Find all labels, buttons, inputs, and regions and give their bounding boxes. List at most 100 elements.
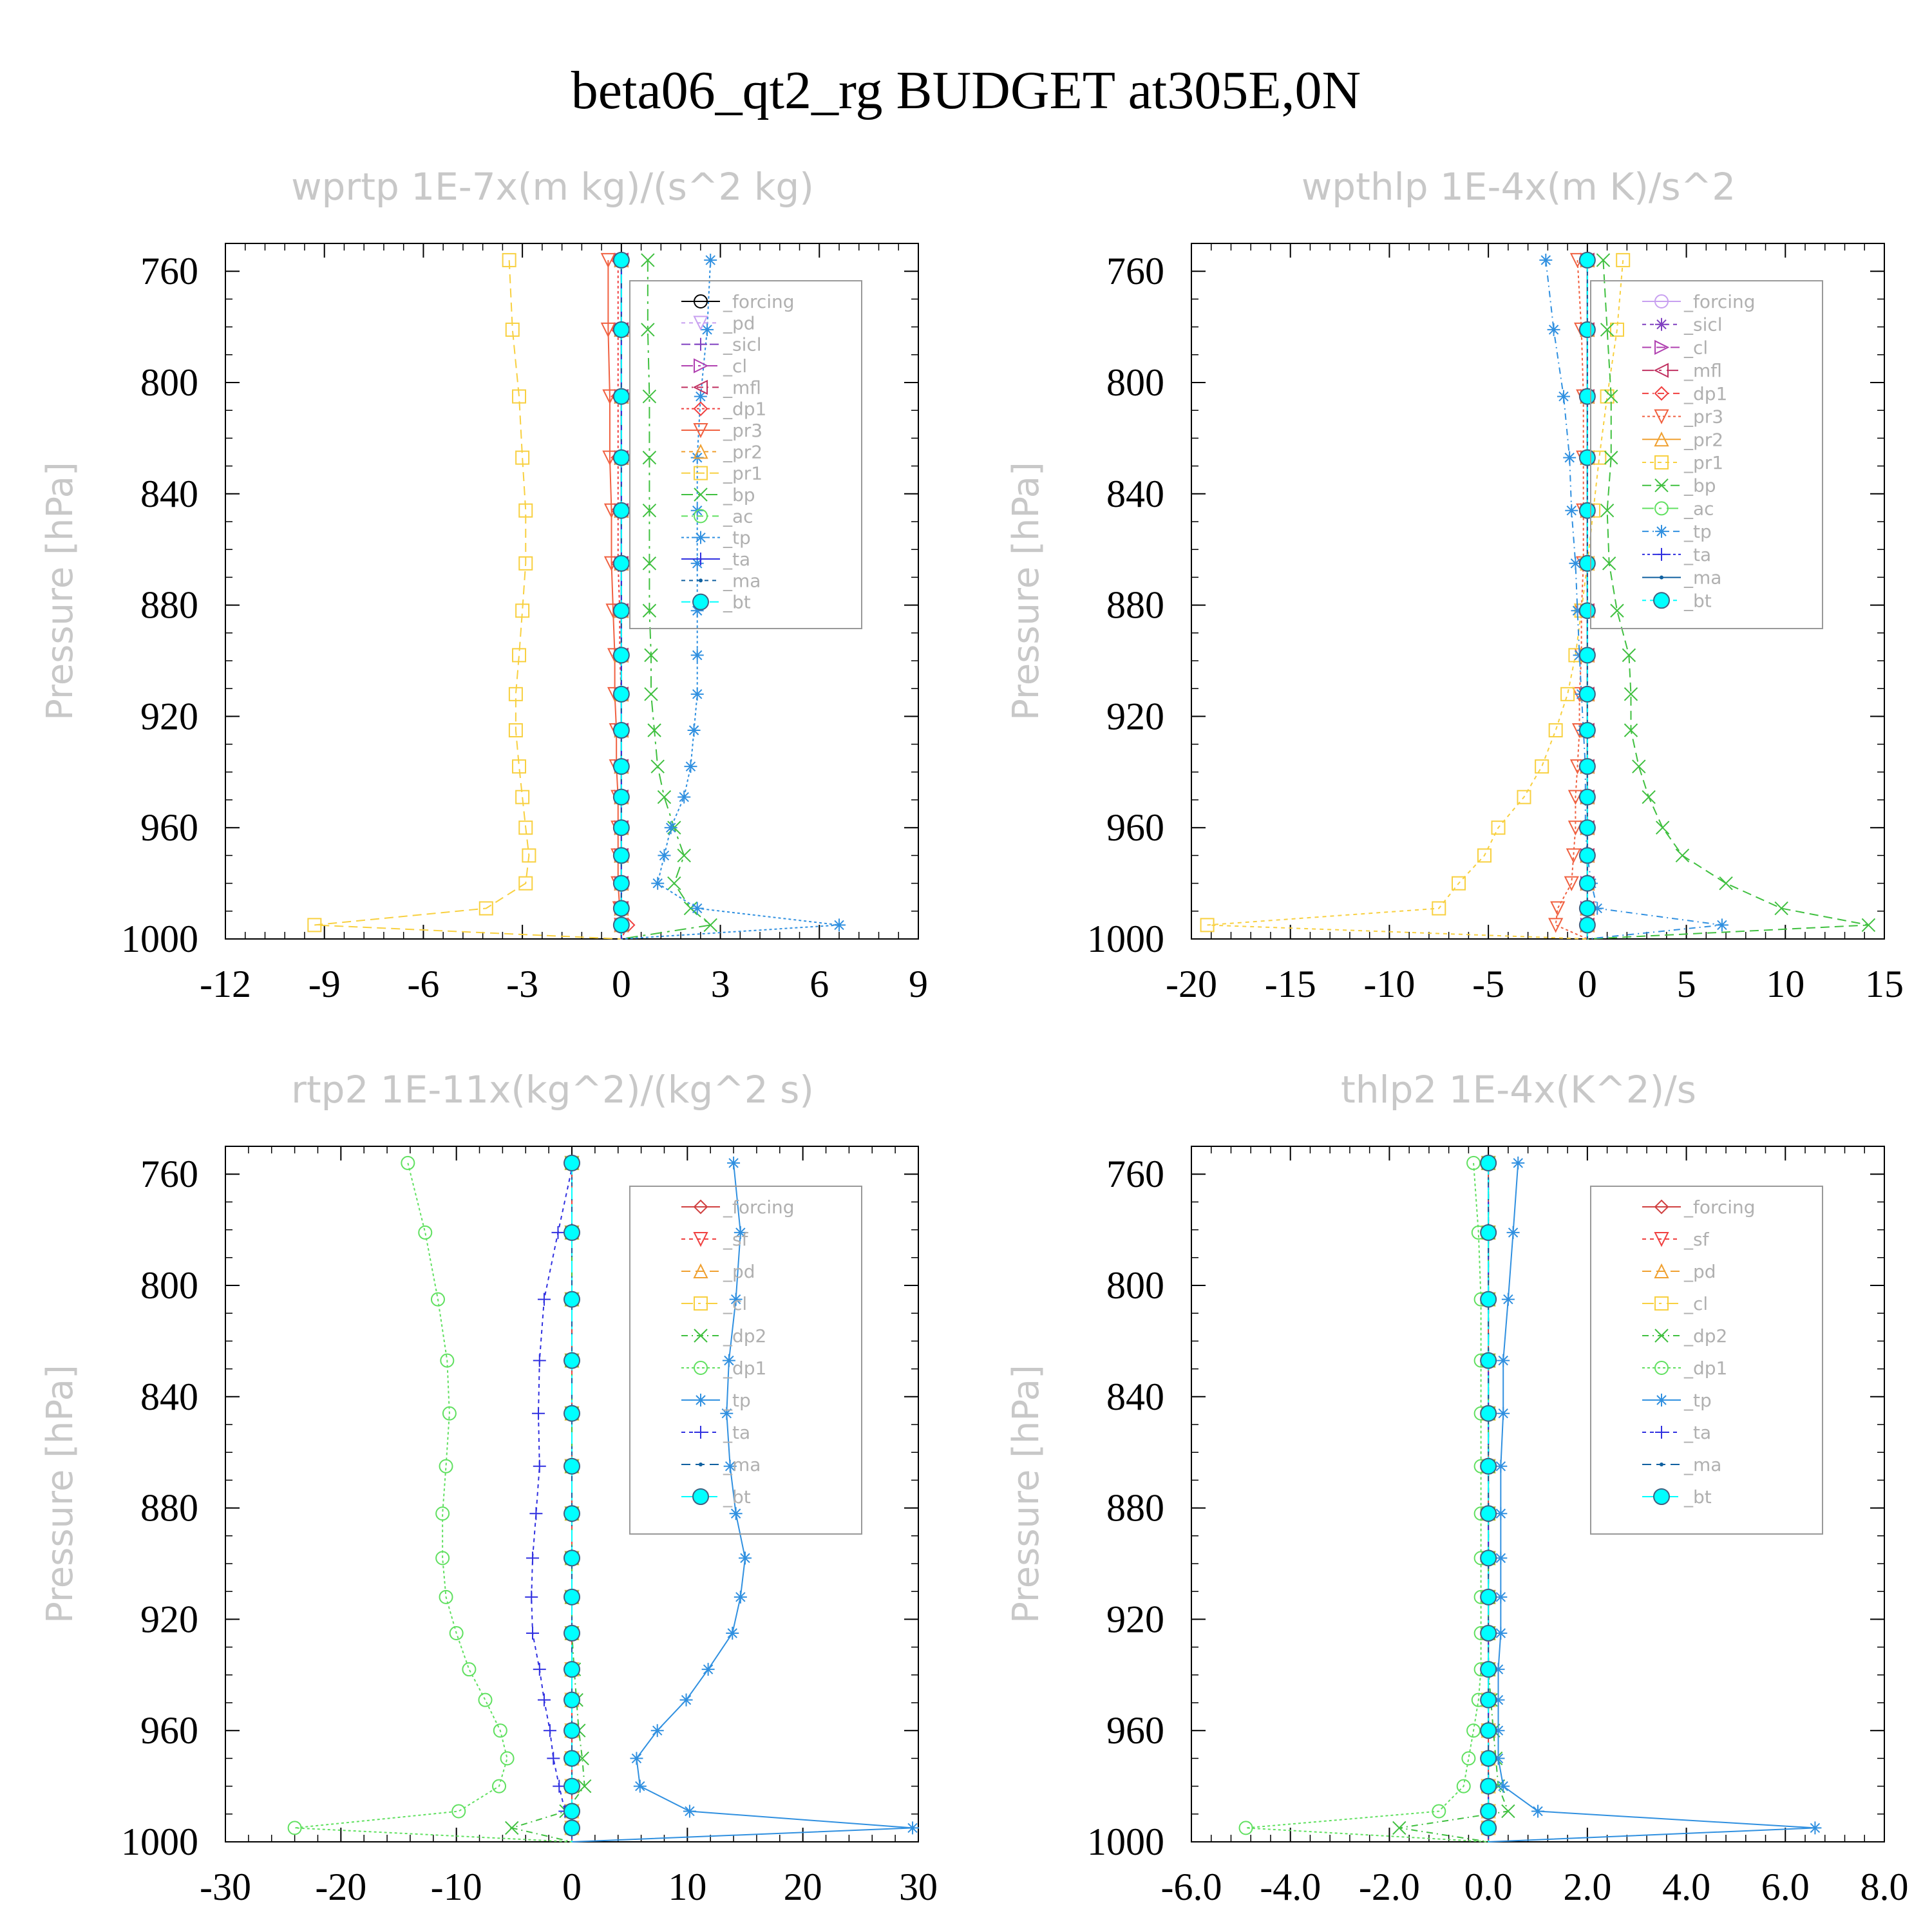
y-tick-label: 840 — [140, 1376, 198, 1418]
x-tick-label: 2.0 — [1563, 1866, 1611, 1908]
data-point-tp — [684, 760, 697, 773]
data-point-tp — [1565, 504, 1578, 517]
data-point-bt — [1578, 875, 1596, 892]
y-tick-label: 920 — [140, 695, 198, 737]
y-tick-label: 1000 — [1087, 918, 1164, 960]
data-point-tp — [679, 1693, 693, 1707]
data-point-dp1 — [449, 1626, 464, 1640]
legend-label: _bt — [723, 1486, 751, 1508]
data-point-pr1 — [515, 603, 530, 618]
plot-frame — [1191, 243, 1885, 940]
data-point-bt — [1578, 722, 1596, 739]
legend-label: _ta — [1683, 1422, 1711, 1443]
legend-box — [1590, 280, 1823, 629]
data-point-bt — [612, 449, 630, 466]
panel-3: rtp2 1E-11x(kg^2)/(kg^2 s) Pressure [hPa]… — [39, 1068, 938, 1908]
legend-label: _ma — [1683, 1454, 1721, 1475]
legend-marker — [1653, 363, 1669, 378]
y-tick-label: 960 — [140, 806, 198, 849]
legend-label: _ac — [1683, 498, 1714, 519]
data-point-bt — [1480, 1819, 1497, 1837]
legend-marker — [1655, 1394, 1668, 1406]
data-point-tp — [1492, 1724, 1505, 1738]
data-point-bp — [1861, 918, 1876, 933]
legend-marker — [1653, 1488, 1670, 1505]
panel-title: wprtp 1E-7x(m kg)/(s^2 kg) — [291, 165, 814, 209]
data-point-bp — [1602, 556, 1616, 571]
x-tick-label: 6 — [810, 963, 829, 1005]
data-point-pr1 — [518, 876, 533, 891]
data-point-ta — [531, 1406, 545, 1420]
data-point-dp1 — [435, 1551, 450, 1566]
legend-label: _tp — [723, 1390, 751, 1411]
data-point-pr1 — [1609, 322, 1624, 337]
legend-marker — [1654, 409, 1669, 424]
x-tick-label: 30 — [899, 1866, 938, 1908]
data-point-tp — [1492, 1693, 1505, 1707]
data-point-bt — [612, 251, 630, 269]
data-point-tp — [1494, 1507, 1508, 1520]
data-point-dp1 — [500, 1751, 515, 1766]
data-point-tp — [701, 323, 714, 336]
data-point-bt — [612, 685, 630, 703]
data-point-pr1 — [502, 252, 516, 267]
data-point-pr1 — [1560, 687, 1575, 701]
data-point-tp — [833, 918, 846, 932]
data-point-ta — [533, 1663, 546, 1676]
legend-marker — [1655, 1426, 1668, 1439]
legend-label: _ac — [723, 506, 753, 527]
y-tick-label: 880 — [140, 1487, 198, 1530]
legend-label: _tp — [1683, 1390, 1712, 1411]
x-tick-label: 4.0 — [1662, 1866, 1710, 1908]
x-tick-label: 5 — [1677, 963, 1696, 1005]
legend-marker — [692, 1488, 709, 1505]
data-point-bt — [564, 1691, 580, 1709]
legend-marker — [1653, 592, 1670, 609]
data-point-bp — [1624, 687, 1638, 701]
data-point-pr1 — [515, 790, 530, 804]
legend-marker — [1654, 1361, 1669, 1375]
data-point-dp1 — [493, 1723, 507, 1738]
data-point-bt — [1480, 1625, 1497, 1642]
plot-area — [1200, 251, 1876, 940]
data-point-pr3 — [1567, 820, 1584, 836]
legend-marker — [1654, 1296, 1669, 1311]
legend-marker — [694, 553, 707, 565]
data-point-pr1 — [1452, 876, 1466, 891]
y-tick-label: 1000 — [121, 1821, 198, 1863]
legend-marker — [694, 337, 707, 351]
y-tick-label: 920 — [140, 1598, 198, 1640]
series-line-tp — [1488, 1162, 1815, 1842]
data-point-bt — [1578, 916, 1596, 934]
legend-label: _cl — [1683, 1293, 1708, 1314]
legend-marker — [694, 1426, 707, 1439]
legend-marker — [699, 578, 703, 583]
x-tick-label: -20 — [315, 1866, 366, 1908]
data-point-bt — [1578, 847, 1596, 864]
legend-marker — [1654, 339, 1670, 355]
legend-label: _bt — [1683, 590, 1712, 611]
y-tick-label: 1000 — [121, 918, 198, 960]
data-point-dp1 — [1461, 1751, 1476, 1766]
legend-label: _sf — [723, 1229, 749, 1250]
y-tick-label: 880 — [1106, 1487, 1164, 1530]
x-tick-label: 9 — [909, 963, 928, 1005]
data-point-pr1 — [1548, 723, 1563, 737]
data-point-bt — [564, 1588, 580, 1605]
y-tick-label: 880 — [1106, 584, 1164, 627]
y-tick-label: 920 — [1106, 695, 1164, 737]
data-point-pr1 — [508, 687, 523, 701]
data-point-tp — [1494, 1551, 1508, 1565]
legend-marker — [694, 358, 709, 374]
data-point-bt — [1480, 1588, 1497, 1605]
data-point-tp — [690, 649, 704, 662]
data-point-ta — [533, 1354, 546, 1367]
data-point-dp1 — [1466, 1155, 1481, 1170]
data-point-bp — [642, 504, 657, 518]
legend-label: _ma — [723, 570, 761, 591]
legend-label: _sicl — [723, 334, 762, 355]
data-point-bt — [1578, 900, 1596, 917]
x-tick-label: -3 — [506, 963, 538, 1005]
x-tick-label: -5 — [1472, 963, 1504, 1005]
data-point-pr1 — [518, 820, 533, 835]
